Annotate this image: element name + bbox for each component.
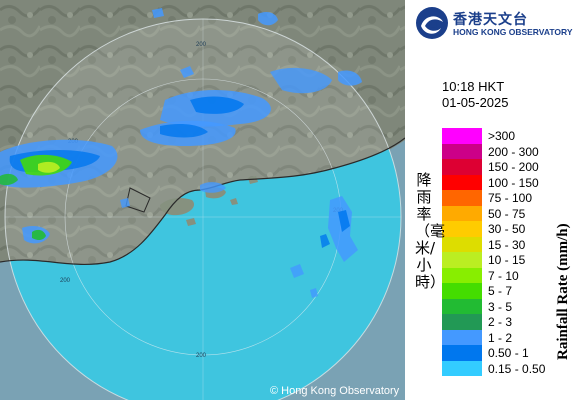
legend-row: 100 - 150 <box>442 174 572 190</box>
legend-label: 10 - 15 <box>488 253 526 267</box>
legend-label: 200 - 300 <box>488 144 539 159</box>
legend-row: 0.15 - 0.50 <box>442 360 572 376</box>
legend-swatch <box>442 329 482 345</box>
legend-swatch <box>442 298 482 314</box>
legend-row: 15 - 30 <box>442 236 572 252</box>
legend-label: 3 - 5 <box>488 299 513 314</box>
legend-row: 30 - 50 <box>442 221 572 237</box>
legend-swatch <box>442 205 482 221</box>
legend-label: 15 - 30 <box>488 237 526 252</box>
rainfall-legend: >300 200 - 300 150 - 200 100 - 150 75 - 100 5… <box>442 128 572 376</box>
legend-label: 5 - 7 <box>488 284 513 298</box>
legend-swatch <box>442 190 482 206</box>
legend-title-en: Rainfall Rate (mm/h) <box>555 223 571 360</box>
legend-label: 75 - 100 <box>488 191 533 205</box>
legend-row: 2 - 3 <box>442 314 572 330</box>
legend-row: 50 - 75 <box>442 205 572 221</box>
legend-label: >300 <box>488 129 516 143</box>
legend-row: 150 - 200 <box>442 159 572 175</box>
legend-label: 50 - 75 <box>488 206 526 221</box>
radar-date: 01-05-2025 <box>442 95 509 110</box>
legend-row: 5 - 7 <box>442 283 572 299</box>
legend-label: 7 - 10 <box>488 268 519 283</box>
logo-name-en: HONG KONG OBSERVATORY <box>453 27 573 37</box>
legend-swatch <box>442 345 482 361</box>
legend-row: 1 - 2 <box>442 329 572 345</box>
coastline <box>0 137 405 265</box>
hko-logo-icon <box>416 7 448 39</box>
copyright-text: © Hong Kong Observatory <box>270 385 400 397</box>
radar-map: 200 200 200 200 200 <box>0 0 405 400</box>
legend-swatch <box>442 143 482 159</box>
legend-swatch <box>442 128 482 144</box>
legend-row: 75 - 100 <box>442 190 572 206</box>
legend-row: 200 - 300 <box>442 143 572 159</box>
legend-swatch <box>442 314 482 330</box>
range-label-top: 200 <box>196 42 207 48</box>
legend-row: 3 - 5 <box>442 298 572 314</box>
legend-swatch <box>442 174 482 190</box>
legend-row: 10 - 15 <box>442 252 572 268</box>
legend-row: 0.50 - 1 <box>442 345 572 361</box>
legend-label: 150 - 200 <box>488 160 539 174</box>
hko-logo: 香港天文台 HONG KONG OBSERVATORY <box>415 6 575 40</box>
radar-time: 10:18 HKT <box>442 79 505 94</box>
legend-label: 1 - 2 <box>488 330 513 345</box>
legend-label: 2 - 3 <box>488 315 513 329</box>
legend-swatch <box>442 267 482 283</box>
legend-label: 100 - 150 <box>488 175 539 190</box>
rain-echoes <box>0 8 362 298</box>
range-label-left: 200 <box>60 278 71 284</box>
sea-area <box>5 138 401 400</box>
legend-swatch <box>442 236 482 252</box>
legend-swatch <box>442 159 482 175</box>
legend-swatch <box>442 221 482 237</box>
legend-label: 0.50 - 1 <box>488 346 529 360</box>
legend-swatch <box>442 283 482 299</box>
range-label-bottom: 200 <box>196 353 207 359</box>
legend-title-zh: 降雨率（毫米/小時） <box>415 171 446 291</box>
legend-label: 0.15 - 0.50 <box>488 361 546 376</box>
legend-swatch <box>442 252 482 268</box>
legend-panel: 香港天文台 HONG KONG OBSERVATORY 10:18 HKT 01… <box>405 0 577 400</box>
legend-label: 30 - 50 <box>488 222 526 236</box>
legend-row: >300 <box>442 128 572 144</box>
legend-row: 7 - 10 <box>442 267 572 283</box>
legend-swatch <box>442 360 482 376</box>
logo-name-zh: 香港天文台 <box>453 12 528 28</box>
